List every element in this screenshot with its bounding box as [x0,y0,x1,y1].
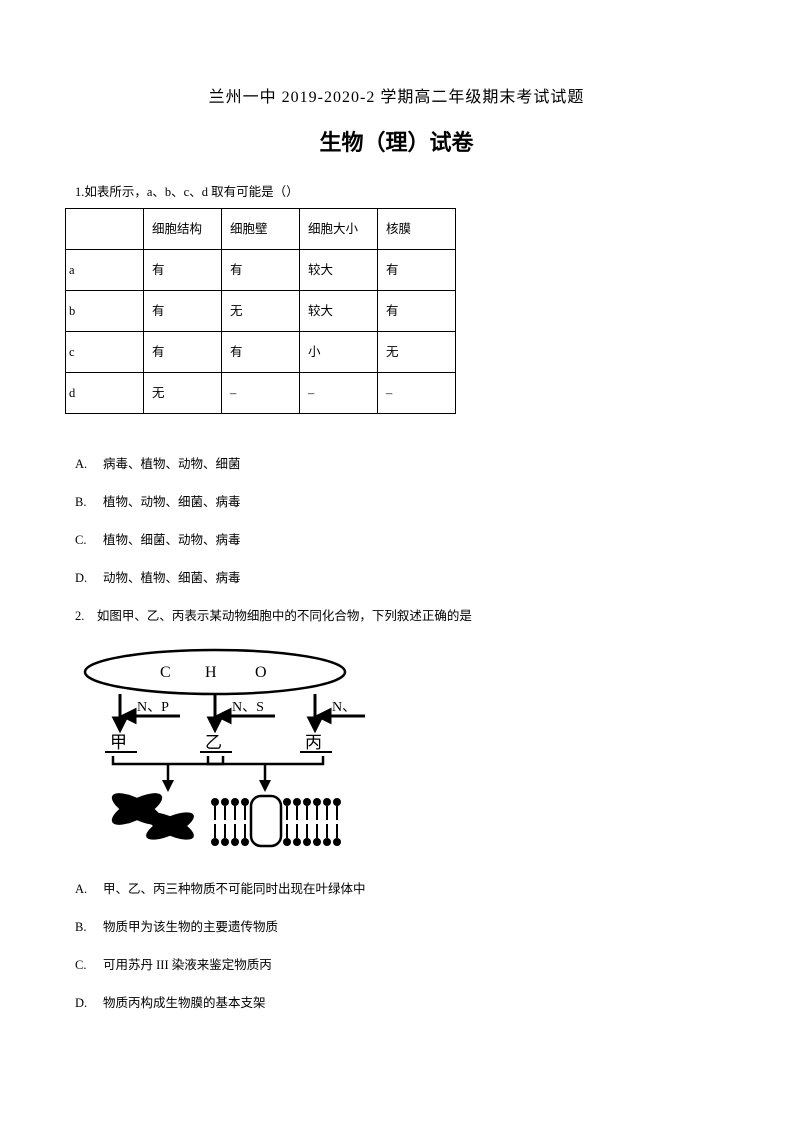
table-cell: 核膜 [378,208,456,249]
option-text: 植物、动物、细菌、病毒 [103,495,241,509]
table-cell: 有 [222,249,300,290]
table-cell: 较大 [300,249,378,290]
header-line2: 生物（理）试卷 [65,125,728,160]
diagram-branch-1: N、P [137,700,169,715]
diagram-branch-3: N、 [332,700,356,715]
table-cell: – [378,372,456,413]
table-cell: 有 [222,331,300,372]
diagram-branch-2: N、S [232,700,264,715]
table-cell [66,208,144,249]
q1-table: 细胞结构 细胞壁 细胞大小 核膜 a 有 有 较大 有 b 有 无 较大 有 c… [65,208,456,414]
table-cell: 有 [144,249,222,290]
header-line1: 兰州一中 2019-2020-2 学期高二年级期末考试试题 [65,85,728,111]
option-c: C.可用苏丹 III 染液来鉴定物质丙 [75,955,728,975]
table-cell: 无 [378,331,456,372]
q1-options: A.病毒、植物、动物、细菌 B.植物、动物、细菌、病毒 C.植物、细菌、动物、病… [75,454,728,588]
option-text: 可用苏丹 III 染液来鉴定物质丙 [103,958,272,972]
option-a: A.病毒、植物、动物、细菌 [75,454,728,474]
table-cell: 细胞结构 [144,208,222,249]
table-cell: 有 [378,290,456,331]
table-cell: b [66,290,144,331]
table-cell: 小 [300,331,378,372]
table-row: d 无 – – – [66,372,456,413]
table-cell: 无 [222,290,300,331]
table-cell: 有 [144,290,222,331]
q2-text: 2. 如图甲、乙、丙表示某动物细胞中的不同化合物，下列叙述正确的是 [75,606,728,626]
option-text: 植物、细菌、动物、病毒 [103,533,241,547]
diagram-yi: 乙 [205,733,222,752]
option-text: 动物、植物、细菌、病毒 [103,571,241,585]
table-cell: 细胞壁 [222,208,300,249]
option-text: 物质丙构成生物膜的基本支架 [103,996,266,1010]
table-row: a 有 有 较大 有 [66,249,456,290]
table-cell: d [66,372,144,413]
diagram-label-c: C [160,664,171,681]
option-a: A.甲、乙、丙三种物质不可能同时出现在叶绿体中 [75,879,728,899]
option-b: B.植物、动物、细菌、病毒 [75,492,728,512]
table-cell: 较大 [300,290,378,331]
q2-options: A.甲、乙、丙三种物质不可能同时出现在叶绿体中 B.物质甲为该生物的主要遗传物质… [75,879,728,1013]
option-b: B.物质甲为该生物的主要遗传物质 [75,917,728,937]
table-row: c 有 有 小 无 [66,331,456,372]
table-row: 细胞结构 细胞壁 细胞大小 核膜 [66,208,456,249]
option-d: D.物质丙构成生物膜的基本支架 [75,993,728,1013]
diagram-label-h: H [205,664,217,681]
diagram-label-o: O [255,664,267,681]
option-c: C.植物、细菌、动物、病毒 [75,530,728,550]
q1-intro: 1.如表所示，a、b、c、d 取有可能是（） [75,182,728,202]
q2-diagram: C H O N、P N、S N、 甲 乙 丙 [65,644,728,861]
membrane-icon [211,796,341,846]
table-cell: – [222,372,300,413]
table-cell: c [66,331,144,372]
chromosome-icon [108,787,198,845]
option-text: 甲、乙、丙三种物质不可能同时出现在叶绿体中 [103,882,366,896]
table-cell: a [66,249,144,290]
table-row: b 有 无 较大 有 [66,290,456,331]
table-cell: 有 [144,331,222,372]
table-cell: – [300,372,378,413]
option-d: D.动物、植物、细菌、病毒 [75,568,728,588]
option-text: 病毒、植物、动物、细菌 [103,457,241,471]
diagram-jia: 甲 [110,733,127,752]
q2-num: 2. [75,609,84,623]
table-cell: 细胞大小 [300,208,378,249]
diagram-bing: 丙 [305,733,322,752]
q2-body: 如图甲、乙、丙表示某动物细胞中的不同化合物，下列叙述正确的是 [97,609,472,623]
option-text: 物质甲为该生物的主要遗传物质 [103,920,278,934]
table-cell: 无 [144,372,222,413]
table-cell: 有 [378,249,456,290]
